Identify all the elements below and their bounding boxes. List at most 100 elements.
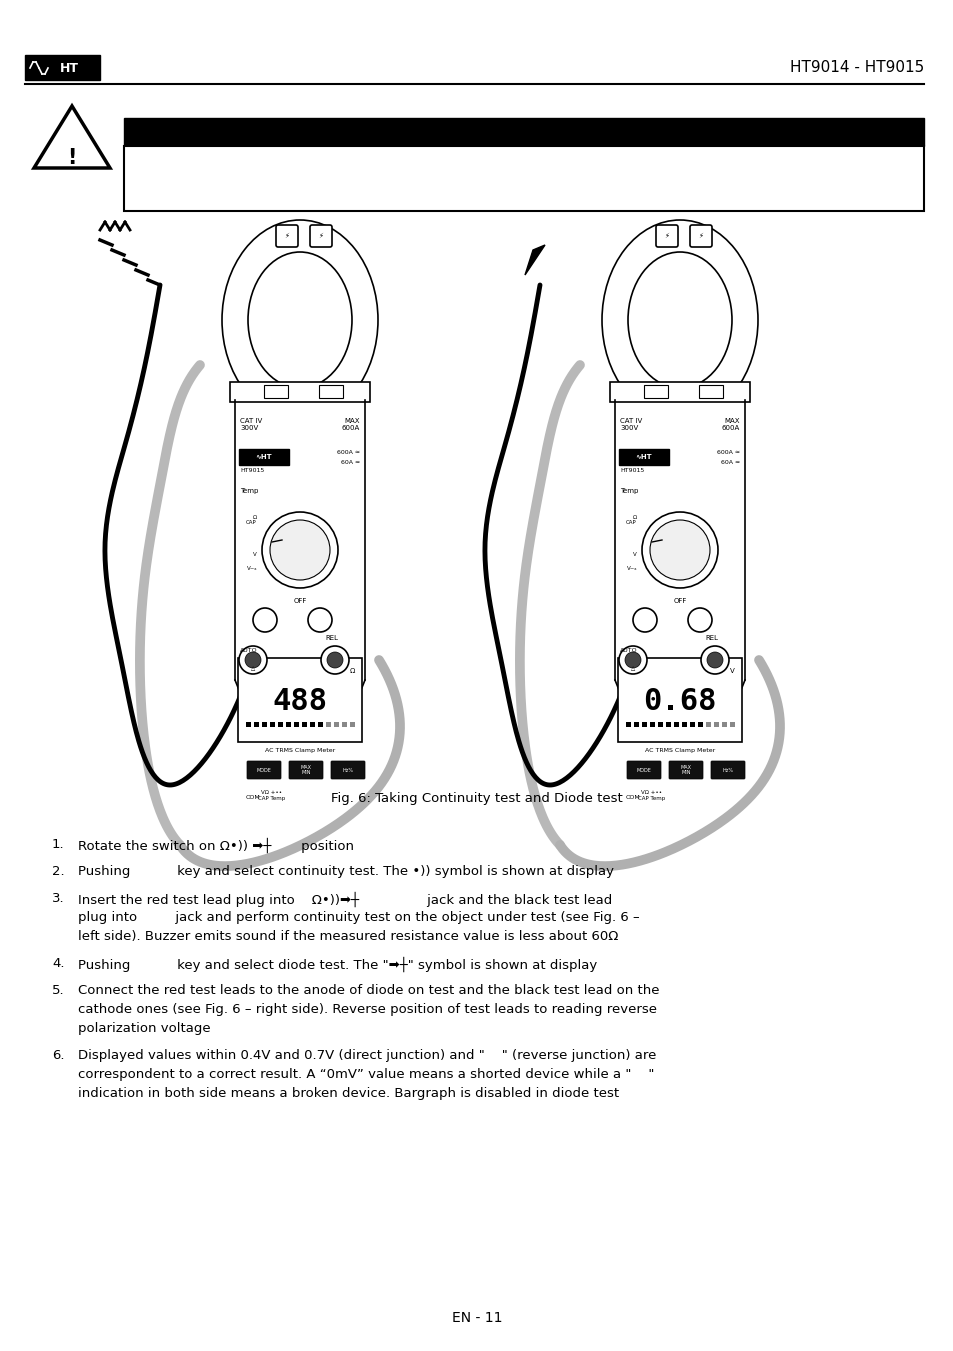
Text: ⚡: ⚡ <box>664 232 669 239</box>
Text: 488: 488 <box>273 688 327 716</box>
Text: the circuit to be tested and discharge all the capacitors.: the circuit to be tested and discharge a… <box>135 182 494 195</box>
Text: OFF: OFF <box>293 598 306 604</box>
Text: VΩ +••
CAP Temp: VΩ +•• CAP Temp <box>638 790 665 801</box>
Text: V~ₐ: V~ₐ <box>626 566 637 570</box>
Text: 0.68: 0.68 <box>642 688 716 716</box>
FancyBboxPatch shape <box>673 721 679 727</box>
Circle shape <box>239 646 267 674</box>
Text: ∿HT: ∿HT <box>635 454 652 459</box>
Text: Fig. 6: Taking Continuity test and Diode test: Fig. 6: Taking Continuity test and Diode… <box>331 792 622 805</box>
Text: 1.: 1. <box>52 838 65 851</box>
Circle shape <box>327 653 343 667</box>
FancyBboxPatch shape <box>247 761 281 780</box>
Text: ⚡: ⚡ <box>318 232 323 239</box>
FancyBboxPatch shape <box>341 721 347 727</box>
Text: MAX
600A: MAX 600A <box>341 417 359 431</box>
FancyBboxPatch shape <box>618 658 741 742</box>
FancyBboxPatch shape <box>656 226 678 247</box>
Text: Ω
CAP: Ω CAP <box>625 515 637 526</box>
FancyBboxPatch shape <box>710 761 744 780</box>
FancyBboxPatch shape <box>350 721 355 727</box>
Circle shape <box>308 608 332 632</box>
FancyBboxPatch shape <box>317 721 323 727</box>
FancyBboxPatch shape <box>294 721 298 727</box>
FancyBboxPatch shape <box>230 382 370 403</box>
Text: plug into         jack and perform continuity test on the object under test (see: plug into jack and perform continuity te… <box>78 911 639 924</box>
Text: !: ! <box>68 149 76 168</box>
Circle shape <box>245 653 261 667</box>
Text: Ω: Ω <box>349 667 355 674</box>
FancyBboxPatch shape <box>318 385 343 399</box>
FancyBboxPatch shape <box>729 721 734 727</box>
Text: Before taking any in circuit resistance measurement, remove power from: Before taking any in circuit resistance … <box>135 162 604 176</box>
Text: 5.: 5. <box>52 984 65 997</box>
FancyBboxPatch shape <box>618 449 668 465</box>
Text: indication in both side means a broken device. Bargraph is disabled in diode tes: indication in both side means a broken d… <box>78 1088 618 1100</box>
FancyBboxPatch shape <box>625 721 630 727</box>
FancyBboxPatch shape <box>264 385 288 399</box>
Text: △: △ <box>251 665 254 670</box>
Text: VΩ +••
CAP Temp: VΩ +•• CAP Temp <box>258 790 285 801</box>
Ellipse shape <box>601 220 758 420</box>
Circle shape <box>641 512 718 588</box>
Text: CAT IV
300V: CAT IV 300V <box>619 417 641 431</box>
Text: HT9014 - HT9015: HT9014 - HT9015 <box>789 61 923 76</box>
Text: 60A ≂: 60A ≂ <box>340 459 359 465</box>
FancyBboxPatch shape <box>334 721 338 727</box>
Text: V: V <box>633 553 637 558</box>
FancyBboxPatch shape <box>641 721 646 727</box>
Text: 6.: 6. <box>52 1048 65 1062</box>
Text: 4.: 4. <box>52 957 65 970</box>
Circle shape <box>618 646 646 674</box>
FancyBboxPatch shape <box>681 721 686 727</box>
Circle shape <box>706 653 722 667</box>
Circle shape <box>262 512 337 588</box>
Text: MAX
MIN: MAX MIN <box>679 765 691 775</box>
FancyBboxPatch shape <box>286 721 291 727</box>
FancyBboxPatch shape <box>643 385 667 399</box>
Text: correspondent to a correct result. A “0mV” value means a shorted device while a : correspondent to a correct result. A “0m… <box>78 1069 654 1081</box>
Text: HT9015: HT9015 <box>619 467 643 473</box>
Ellipse shape <box>222 220 377 420</box>
FancyBboxPatch shape <box>705 721 710 727</box>
Text: AC TRMS Clamp Meter: AC TRMS Clamp Meter <box>644 748 715 753</box>
FancyBboxPatch shape <box>689 226 711 247</box>
Text: left side). Buzzer emits sound if the measured resistance value is less about 60: left side). Buzzer emits sound if the me… <box>78 929 618 943</box>
Text: CAT IV
300V: CAT IV 300V <box>240 417 262 431</box>
FancyBboxPatch shape <box>634 721 639 727</box>
Text: Insert the red test lead plug into    Ω•))➡┼                jack and the black t: Insert the red test lead plug into Ω•))➡… <box>78 892 612 908</box>
Circle shape <box>633 608 657 632</box>
Text: 3.: 3. <box>52 892 65 905</box>
Circle shape <box>624 653 640 667</box>
Text: ⚡: ⚡ <box>284 232 289 239</box>
Text: AUTO: AUTO <box>619 648 637 653</box>
Text: Rotate the switch on Ω•)) ➡┼       position: Rotate the switch on Ω•)) ➡┼ position <box>78 838 354 854</box>
FancyBboxPatch shape <box>609 382 749 403</box>
FancyBboxPatch shape <box>275 226 297 247</box>
Text: HT9015: HT9015 <box>240 467 264 473</box>
Text: Hz%: Hz% <box>342 767 354 773</box>
Text: MAX
600A: MAX 600A <box>721 417 740 431</box>
Circle shape <box>687 608 711 632</box>
FancyBboxPatch shape <box>234 400 365 705</box>
Text: COM: COM <box>625 794 639 800</box>
Circle shape <box>270 520 330 580</box>
FancyBboxPatch shape <box>649 721 655 727</box>
FancyBboxPatch shape <box>626 761 660 780</box>
FancyBboxPatch shape <box>721 721 726 727</box>
FancyBboxPatch shape <box>668 761 702 780</box>
Text: △: △ <box>630 665 635 670</box>
Text: 600A ≈: 600A ≈ <box>716 450 740 455</box>
FancyBboxPatch shape <box>331 761 365 780</box>
FancyBboxPatch shape <box>699 385 722 399</box>
Text: Hz%: Hz% <box>721 767 733 773</box>
Text: Temp: Temp <box>619 488 638 494</box>
FancyBboxPatch shape <box>124 118 923 146</box>
FancyBboxPatch shape <box>698 721 702 727</box>
Text: Temp: Temp <box>240 488 258 494</box>
Text: cathode ones (see Fig. 6 – right side). Reverse position of test leads to readin: cathode ones (see Fig. 6 – right side). … <box>78 1002 657 1016</box>
Text: V: V <box>253 553 256 558</box>
FancyBboxPatch shape <box>310 226 332 247</box>
FancyBboxPatch shape <box>658 721 662 727</box>
FancyBboxPatch shape <box>262 721 267 727</box>
